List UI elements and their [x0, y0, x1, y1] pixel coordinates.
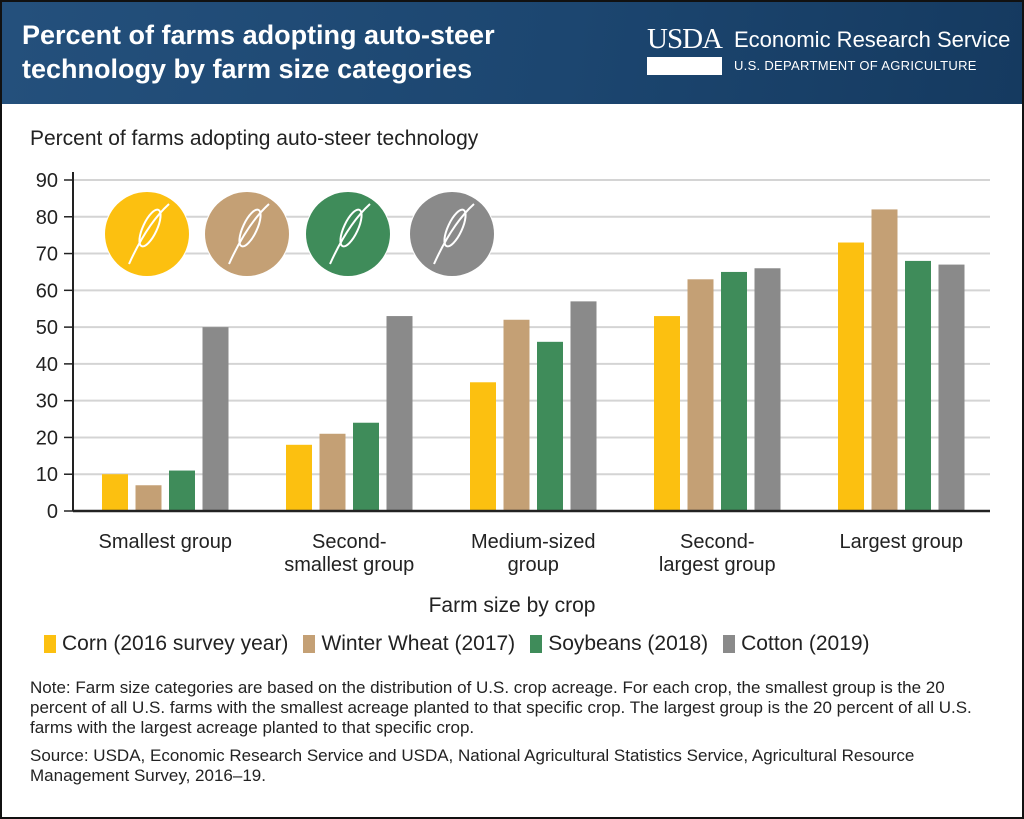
bar-0-1 — [286, 444, 312, 511]
bar-1-0 — [135, 485, 162, 511]
header-banner: Percent of farms adopting auto-steer tec… — [2, 2, 1022, 104]
notes-block: Note: Farm size categories are based on … — [30, 678, 1005, 786]
x-tick-label-line: Smallest group — [98, 531, 232, 553]
bar-2-0 — [169, 470, 195, 511]
legend-swatch — [44, 635, 56, 653]
legend-item: Winter Wheat (2017) — [303, 632, 515, 656]
y-axis-label: Percent of farms adopting auto-steer tec… — [30, 127, 479, 150]
usda-logo-mark — [647, 57, 722, 75]
bar-0-2 — [470, 382, 496, 511]
bar-0-4 — [838, 242, 864, 511]
y-tick-label: 90 — [36, 170, 58, 192]
y-tick-label: 40 — [36, 354, 58, 376]
bar-3-0 — [202, 327, 229, 511]
x-tick-label-line: Largest group — [839, 531, 963, 553]
bar-1-1 — [319, 433, 346, 511]
x-tick-label: Second-largest group — [627, 531, 807, 577]
chart-title: Percent of farms adopting auto-steer tec… — [22, 20, 495, 84]
x-tick-label: Second-smallest group — [259, 531, 439, 577]
legend-label: Corn (2016 survey year) — [62, 632, 289, 655]
x-tick-label-line: Second- — [680, 531, 755, 553]
y-tick-label: 60 — [36, 280, 58, 302]
legend-label: Soybeans (2018) — [548, 632, 709, 655]
note-text: Note: Farm size categories are based on … — [30, 678, 972, 737]
legend: Corn (2016 survey year) Winter Wheat (201… — [44, 632, 870, 656]
bar-3-3 — [754, 268, 781, 511]
y-tick-label: 50 — [36, 317, 58, 339]
bar-1-3 — [687, 279, 714, 511]
y-tick-label: 20 — [36, 427, 58, 449]
bar-2-3 — [721, 271, 747, 511]
x-tick-label-line: largest group — [658, 554, 776, 576]
legend-item: Soybeans (2018) — [530, 632, 708, 656]
cotton-icon-detail — [443, 208, 467, 248]
y-tick-label: 0 — [47, 501, 58, 523]
corn-icon-detail — [138, 208, 162, 248]
legend-item: Corn (2016 survey year) — [44, 632, 288, 656]
x-tick-label: Largest group — [811, 531, 991, 554]
legend-swatch — [723, 635, 736, 653]
legend-swatch — [530, 635, 543, 653]
bar-0-0 — [102, 474, 128, 511]
agency-name: Economic Research Service — [733, 27, 1011, 52]
bar-3-4 — [938, 264, 965, 511]
legend-swatch — [303, 635, 316, 653]
x-tick-label-line: Medium-sized — [471, 531, 596, 553]
y-tick-label: 10 — [36, 464, 58, 486]
x-axis-label: Farm size by crop — [428, 594, 596, 617]
bar-2-4 — [905, 260, 931, 511]
wheat-icon — [205, 192, 289, 276]
corn-icon-detail — [128, 203, 170, 265]
x-tick-label: Medium-sized group — [443, 531, 623, 577]
bar-1-2 — [503, 319, 530, 511]
wheat-icon-detail — [228, 203, 270, 265]
usda-logo: USDA — [647, 22, 723, 75]
soybean-icon-detail — [339, 208, 363, 248]
bar-2-2 — [537, 341, 563, 511]
wheat-icon-detail — [238, 208, 262, 248]
corn-icon — [105, 192, 189, 276]
bar-3-2 — [570, 301, 597, 511]
department-name: U.S. DEPARTMENT OF AGRICULTURE — [733, 58, 977, 73]
brand-block: USDA Economic Research Service U.S. DEPA… — [647, 22, 1010, 75]
brand-text: Economic Research Service U.S. DEPARTMEN… — [734, 22, 1010, 75]
x-tick-label-line: Second- — [312, 531, 387, 553]
x-tick-label-line: smallest group — [284, 554, 415, 576]
legend-label: Winter Wheat (2017) — [321, 632, 516, 655]
y-tick-label: 70 — [36, 244, 58, 266]
x-tick-label-line: group — [507, 554, 559, 576]
cotton-icon — [410, 192, 494, 276]
bar-0-3 — [654, 316, 680, 511]
soybean-icon — [306, 192, 390, 276]
y-tick-label: 30 — [36, 391, 58, 413]
y-tick-label: 80 — [36, 207, 58, 229]
soybean-icon-detail — [329, 203, 371, 265]
legend-item: Cotton (2019) — [723, 632, 870, 656]
source-text: Source: USDA, Economic Research Service … — [30, 746, 915, 785]
cotton-icon-detail — [433, 203, 475, 265]
usda-logo-text: USDA — [647, 23, 723, 55]
bar-3-1 — [386, 316, 413, 511]
bar-1-4 — [871, 209, 898, 511]
x-tick-label: Smallest group — [75, 531, 255, 554]
legend-label: Cotton (2019) — [741, 632, 870, 655]
bar-2-1 — [353, 422, 379, 511]
